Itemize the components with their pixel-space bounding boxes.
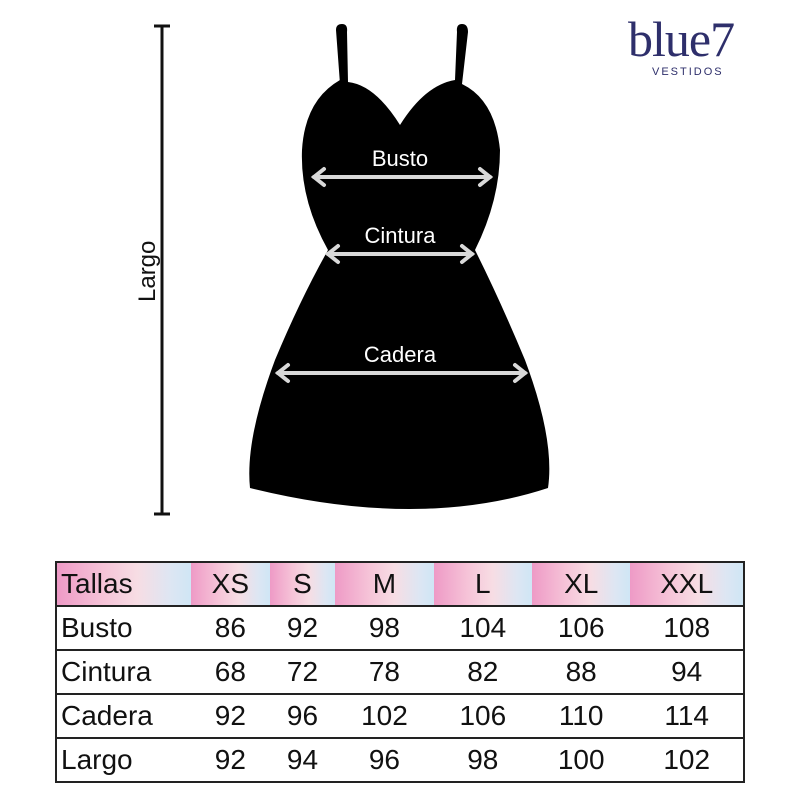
- table-cell: 88: [532, 649, 631, 695]
- table-cell: 102: [630, 737, 745, 783]
- table-cell: 68: [191, 649, 270, 695]
- length-label: Largo: [134, 240, 161, 302]
- dress-diagram: Busto Cintura Cadera: [154, 24, 550, 516]
- table-row: Cadera 92 96 102 106 110 114: [55, 693, 745, 739]
- table-cell: 104: [433, 605, 532, 651]
- header-cell: XS: [191, 561, 270, 607]
- table-cell: 94: [630, 649, 745, 695]
- table-row: Largo 92 94 96 98 100 102: [55, 737, 745, 783]
- header-cell: M: [335, 561, 434, 607]
- table-cell: 96: [335, 737, 434, 783]
- table-cell: 86: [191, 605, 270, 651]
- header-cell: L: [433, 561, 532, 607]
- bust-label: Busto: [372, 146, 428, 171]
- waist-label: Cintura: [365, 223, 437, 248]
- row-label: Busto: [55, 605, 191, 651]
- table-cell: 92: [269, 605, 336, 651]
- waist-arrow: [324, 244, 476, 264]
- table-header-row: Tallas XS S M L XL XXL: [55, 561, 745, 607]
- table-cell: 78: [335, 649, 434, 695]
- table-cell: 96: [269, 693, 336, 739]
- table-cell: 106: [532, 605, 631, 651]
- table-cell: 114: [630, 693, 745, 739]
- table-cell: 92: [191, 737, 270, 783]
- length-ruler: [154, 24, 170, 516]
- header-cell: XL: [532, 561, 631, 607]
- row-label: Cadera: [55, 693, 191, 739]
- dress-shape: [249, 24, 550, 509]
- header-cell: S: [269, 561, 336, 607]
- size-table: Tallas XS S M L XL XXL Busto 86 92 98 10…: [55, 561, 745, 783]
- table-cell: 106: [433, 693, 532, 739]
- table-cell: 72: [269, 649, 336, 695]
- header-cell: XXL: [630, 561, 745, 607]
- row-label: Largo: [55, 737, 191, 783]
- hip-label: Cadera: [364, 342, 437, 367]
- table-cell: 110: [532, 693, 631, 739]
- table-row: Busto 86 92 98 104 106 108: [55, 605, 745, 651]
- bust-arrow: [310, 167, 494, 187]
- table-cell: 92: [191, 693, 270, 739]
- table-cell: 98: [433, 737, 532, 783]
- table-cell: 102: [335, 693, 434, 739]
- brand-name: blue7: [628, 11, 735, 67]
- brand-logo: blue7 VESTIDOS: [628, 11, 758, 88]
- brand-subtitle: VESTIDOS: [652, 66, 724, 78]
- table-cell: 98: [335, 605, 434, 651]
- header-cell: Tallas: [55, 561, 191, 607]
- row-label: Cintura: [55, 649, 191, 695]
- table-cell: 82: [433, 649, 532, 695]
- table-row: Cintura 68 72 78 82 88 94: [55, 649, 745, 695]
- table-cell: 94: [269, 737, 336, 783]
- table-cell: 100: [532, 737, 631, 783]
- table-cell: 108: [630, 605, 745, 651]
- hip-arrow: [274, 363, 529, 383]
